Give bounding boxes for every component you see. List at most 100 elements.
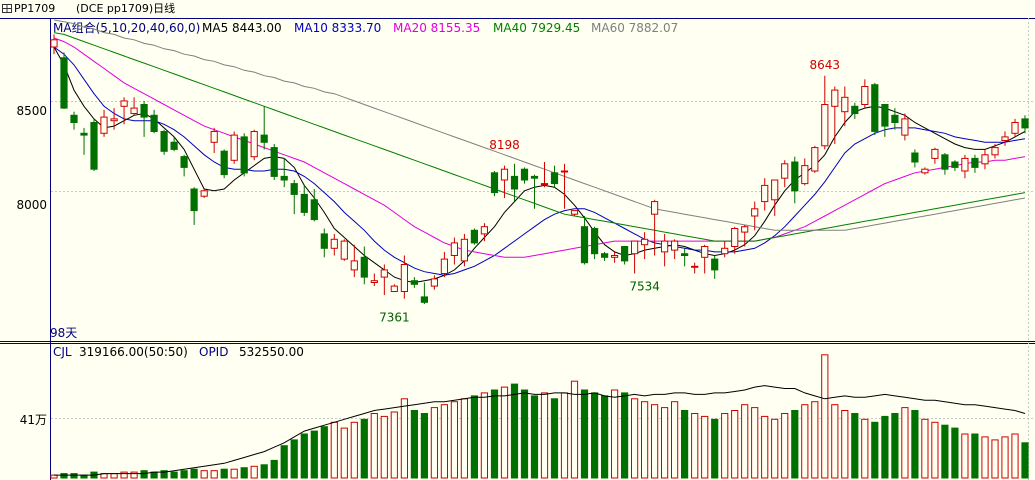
volume-bar-up bbox=[901, 407, 909, 479]
candle bbox=[200, 188, 208, 198]
volume-bar-up bbox=[350, 421, 358, 479]
candle-body-up bbox=[230, 134, 238, 161]
volume-bar-up bbox=[731, 410, 739, 479]
candle bbox=[310, 188, 318, 222]
candle-body-down bbox=[410, 280, 418, 285]
volume-bar-down bbox=[951, 427, 959, 479]
volume-bar-down bbox=[220, 468, 228, 479]
candle bbox=[330, 233, 338, 256]
volume-tick-label: 41万 bbox=[20, 413, 47, 427]
ma-line-ma5 bbox=[53, 46, 1026, 284]
volume-bar-up bbox=[801, 404, 809, 479]
candle-body-down bbox=[941, 154, 949, 170]
candle bbox=[280, 158, 288, 188]
candle bbox=[90, 118, 98, 172]
candle bbox=[230, 131, 238, 164]
volume-bar-down bbox=[711, 418, 719, 479]
volume-bar-down bbox=[871, 421, 879, 479]
candle bbox=[60, 52, 68, 109]
candle bbox=[520, 167, 529, 184]
volume-bar-up bbox=[661, 407, 669, 479]
legend-cjl: CJL bbox=[53, 345, 72, 359]
candle-body-up bbox=[430, 278, 438, 287]
candle bbox=[991, 144, 999, 159]
candle bbox=[761, 178, 769, 211]
candle bbox=[931, 147, 939, 164]
candle bbox=[540, 162, 549, 188]
volume-bar-up bbox=[781, 413, 789, 479]
price-annotation-7534: 7534 bbox=[629, 280, 660, 294]
volume-bar-up bbox=[450, 401, 458, 479]
candle bbox=[460, 233, 468, 267]
candle bbox=[921, 167, 929, 175]
volume-bar-up bbox=[130, 471, 138, 479]
candle bbox=[370, 273, 378, 287]
candle bbox=[911, 149, 919, 168]
volume-bar-down bbox=[971, 433, 979, 479]
ma-line-ma40 bbox=[53, 32, 1026, 242]
price-legend: MA组合(5,10,20,40,60,0) MA5 8443.00 MA10 8… bbox=[53, 20, 678, 35]
volume-bar-down bbox=[280, 445, 288, 479]
volume-bar-up bbox=[200, 470, 208, 479]
volume-bar-up bbox=[210, 470, 218, 479]
candle bbox=[150, 109, 158, 134]
candle-body-up bbox=[100, 116, 108, 134]
volume-bar-down bbox=[510, 383, 519, 479]
volume-bar-down bbox=[591, 392, 599, 479]
candle-body-up bbox=[771, 179, 779, 201]
candle-body-down bbox=[510, 175, 519, 190]
candle-body-up bbox=[390, 285, 398, 293]
candle-body-down bbox=[140, 104, 148, 118]
candle-body-up bbox=[721, 247, 729, 255]
volume-bar-down bbox=[70, 473, 78, 479]
volume-bar-down bbox=[160, 470, 168, 479]
volume-bar-up bbox=[841, 410, 849, 479]
candle-body-up bbox=[120, 100, 128, 107]
candle-body-up bbox=[691, 265, 699, 268]
candle-body-down bbox=[160, 131, 168, 152]
candle-body-up bbox=[130, 107, 138, 114]
candle bbox=[240, 133, 248, 177]
volume-bar-up bbox=[771, 418, 779, 479]
candle-body-up bbox=[370, 280, 378, 284]
volume-bar-down bbox=[891, 413, 899, 479]
candle bbox=[781, 160, 789, 188]
candle-body-down bbox=[420, 296, 428, 303]
volume-bar-up bbox=[981, 436, 989, 479]
candle-body-down bbox=[871, 84, 879, 132]
volume-bar-down bbox=[881, 415, 889, 479]
legend-ma-group: MA组合(5,10,20,40,60,0) bbox=[53, 20, 200, 35]
candle-body-up bbox=[741, 226, 749, 233]
candle-body-up bbox=[861, 86, 869, 105]
candle bbox=[831, 86, 839, 145]
volume-bar-down bbox=[410, 410, 418, 479]
volume-bar-down bbox=[360, 418, 368, 479]
volume-bar-up bbox=[611, 389, 619, 479]
candle-body-down bbox=[681, 253, 689, 256]
candle bbox=[470, 228, 478, 245]
candle bbox=[580, 215, 589, 265]
candle bbox=[671, 239, 679, 260]
candle-body-up bbox=[450, 242, 458, 256]
volume-bar-up bbox=[831, 404, 839, 479]
candle-body-down bbox=[490, 172, 499, 194]
candle-body-down bbox=[580, 226, 589, 264]
candle-body-up bbox=[330, 238, 338, 249]
candle bbox=[450, 237, 458, 265]
candle-body-up bbox=[671, 240, 679, 251]
volume-bar-down bbox=[240, 467, 248, 479]
candle bbox=[631, 240, 639, 274]
volume-bar-up bbox=[460, 398, 468, 479]
candle bbox=[560, 163, 569, 209]
volume-bar-up bbox=[631, 398, 639, 479]
candle bbox=[190, 187, 198, 225]
volume-bar-up bbox=[390, 411, 398, 479]
volume-bar-up bbox=[691, 413, 699, 479]
candle bbox=[160, 129, 168, 155]
candle-body-down bbox=[470, 229, 478, 244]
candle bbox=[961, 154, 969, 179]
candle bbox=[320, 228, 328, 258]
candle-body-down bbox=[550, 172, 559, 185]
symbol-code: PP1709 bbox=[14, 2, 56, 15]
candle-body-down bbox=[80, 132, 88, 136]
